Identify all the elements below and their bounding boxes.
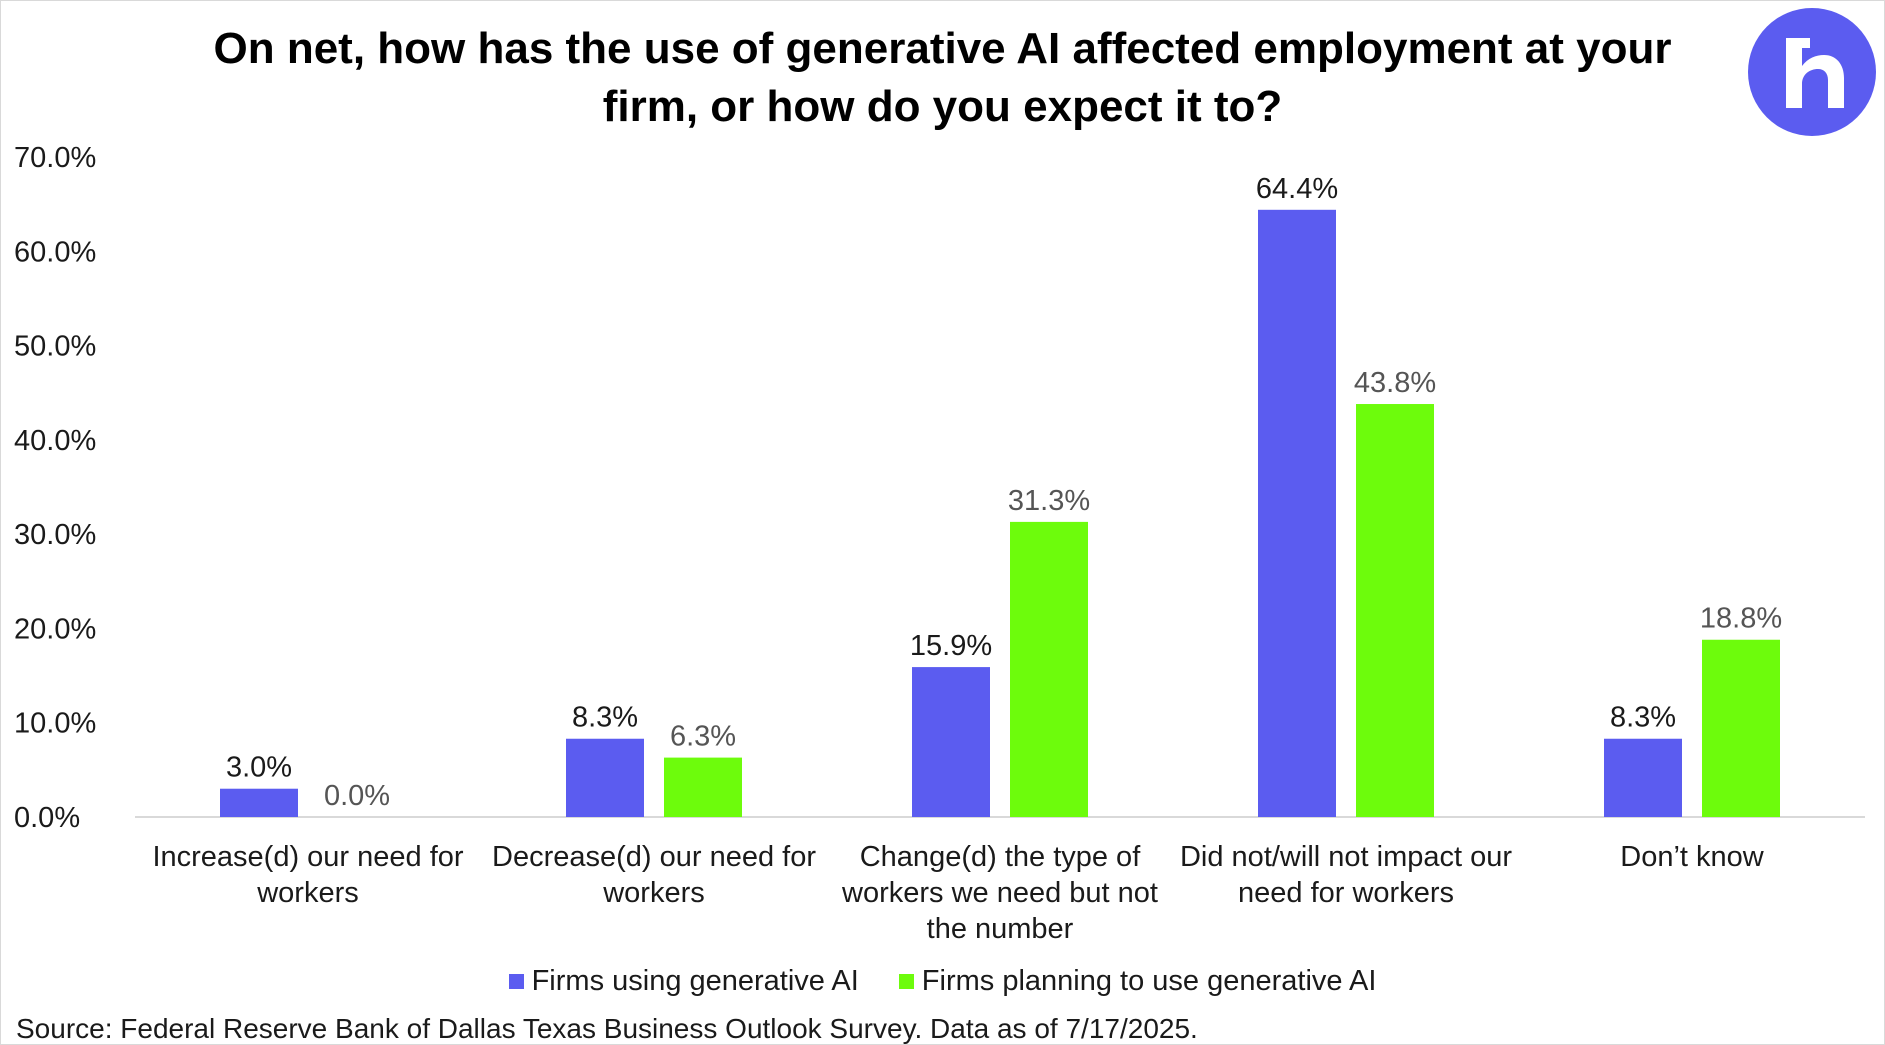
bar-planning	[1010, 521, 1088, 817]
y-tick-label: 40.0%	[14, 425, 96, 457]
category-label: workers	[256, 877, 359, 909]
data-label-planning: 31.3%	[1008, 485, 1090, 517]
category-label: need for workers	[1238, 877, 1454, 909]
data-label-planning: 18.8%	[1700, 603, 1782, 635]
y-tick-label: 70.0%	[14, 142, 96, 174]
legend-item-using: Firms using generative AI	[508, 965, 859, 998]
bar-using	[912, 667, 990, 817]
y-tick-label: 30.0%	[14, 519, 96, 551]
chart-title: On net, how has the use of generative AI…	[150, 20, 1735, 136]
category-label: Change(d) the type of	[860, 841, 1141, 873]
source-note: Source: Federal Reserve Bank of Dallas T…	[16, 1013, 1198, 1044]
y-tick-label: 60.0%	[14, 236, 96, 268]
bar-using	[1604, 738, 1682, 817]
legend-label-using: Firms using generative AI	[531, 965, 859, 997]
y-tick-label: 50.0%	[14, 331, 96, 363]
data-label-using: 8.3%	[1610, 702, 1676, 734]
data-label-planning: 43.8%	[1354, 367, 1436, 399]
data-label-using: 64.4%	[1256, 173, 1338, 205]
bar-using	[220, 788, 298, 817]
data-label-using: 15.9%	[910, 630, 992, 662]
category-label: workers we need but not	[841, 877, 1158, 909]
legend-swatch-planning	[898, 974, 914, 989]
y-tick-label: 10.0%	[14, 708, 96, 740]
bar-planning	[1356, 404, 1434, 817]
data-label-planning: 6.3%	[670, 721, 736, 753]
data-label-using: 3.0%	[226, 752, 292, 784]
bar-planning	[664, 757, 742, 817]
legend-item-planning: Firms planning to use generative AI	[898, 965, 1377, 998]
brand-h-logo-icon	[1748, 8, 1876, 136]
y-tick-label: 20.0%	[14, 613, 96, 645]
legend-swatch-using	[508, 974, 524, 989]
title-line-1: On net, how has the use of generative AI…	[213, 24, 1672, 73]
legend-label-planning: Firms planning to use generative AI	[921, 965, 1377, 997]
bar-using	[1258, 209, 1336, 818]
bar-planning	[1702, 639, 1780, 817]
legend: Firms using generative AI Firms planning…	[0, 965, 1885, 998]
category-label: Don’t know	[1620, 841, 1765, 873]
title-line-2: firm, or how do you expect it to?	[602, 82, 1283, 131]
data-label-planning: 0.0%	[324, 780, 390, 812]
y-tick-label: 0.0%	[14, 802, 80, 834]
category-label: Decrease(d) our need for	[492, 841, 816, 873]
bar-chart: 0.0% 10.0% 20.0% 30.0% 40.0% 50.0% 60.0% 70.0% 3…	[14, 142, 1865, 945]
category-label: workers	[602, 877, 705, 909]
data-label-using: 8.3%	[572, 702, 638, 734]
bar-using	[566, 738, 644, 817]
category-label: Did not/will not impact our	[1180, 841, 1512, 873]
category-label: Increase(d) our need for	[152, 841, 463, 873]
category-label: the number	[927, 913, 1074, 945]
